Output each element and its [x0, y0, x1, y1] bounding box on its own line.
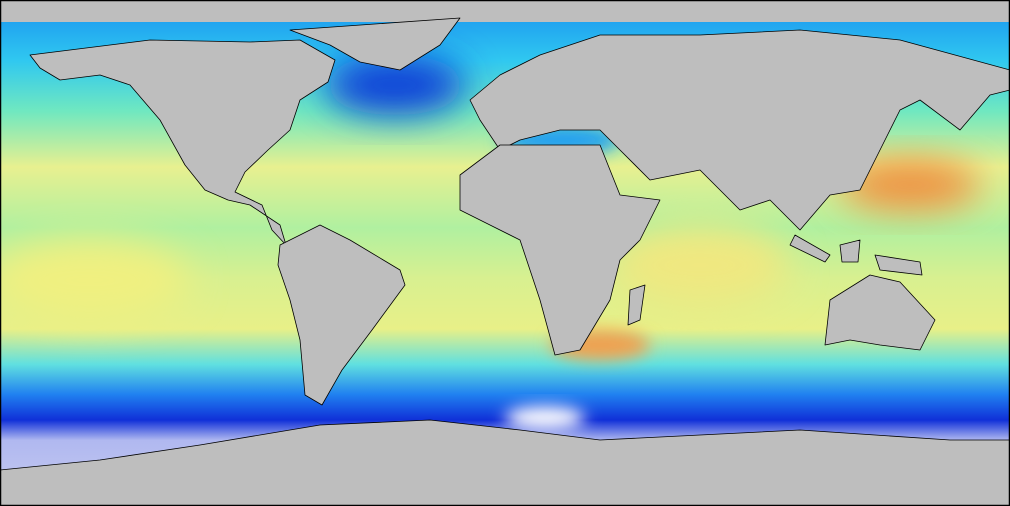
pacific-warm [0, 240, 190, 320]
indonesia [789, 234, 923, 276]
australia [824, 274, 936, 351]
madagascar [627, 284, 646, 326]
arctic-land [0, 0, 1010, 22]
north-atlantic-cold [325, 55, 465, 115]
africa [459, 144, 661, 356]
eurasia [469, 29, 1010, 231]
north-america [29, 39, 336, 246]
kuroshio-warm [840, 160, 980, 210]
south-america [277, 224, 406, 406]
antarctica [0, 419, 1010, 506]
indian-ocean [610, 225, 790, 305]
greenland [289, 17, 461, 71]
weddell-sea [505, 406, 585, 430]
